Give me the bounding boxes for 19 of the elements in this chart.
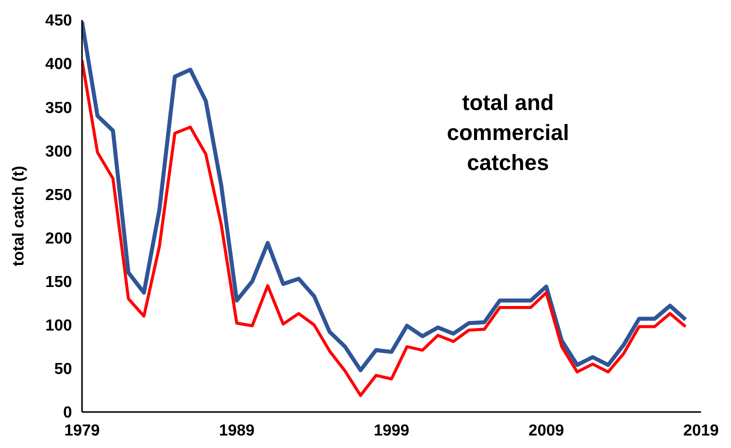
y-axis-title: total catch (t) [10, 166, 28, 266]
line-series [82, 58, 688, 397]
line-series [82, 20, 688, 372]
annotation: total and commercial catches [446, 89, 570, 177]
x-tick-label: 2009 [528, 422, 564, 440]
y-tick-label: 400 [45, 56, 72, 74]
y-tick-label: 50 [54, 361, 72, 378]
x-tick-label: 1979 [64, 422, 100, 440]
y-tick-label: 150 [45, 274, 72, 292]
y-tick-label: 300 [45, 143, 72, 160]
y-tick-label: 450 [45, 12, 72, 30]
y-tick-label: 100 [45, 318, 72, 335]
x-tick-label: 1999 [374, 422, 410, 440]
x-tick-label: 1989 [218, 422, 255, 440]
x-tick-label: 2019 [683, 422, 719, 440]
y-tick-label: 0 [63, 404, 72, 422]
y-tick-label: 200 [45, 230, 72, 248]
y-tick-label: 350 [45, 100, 72, 117]
y-tick-label: 250 [45, 186, 72, 204]
